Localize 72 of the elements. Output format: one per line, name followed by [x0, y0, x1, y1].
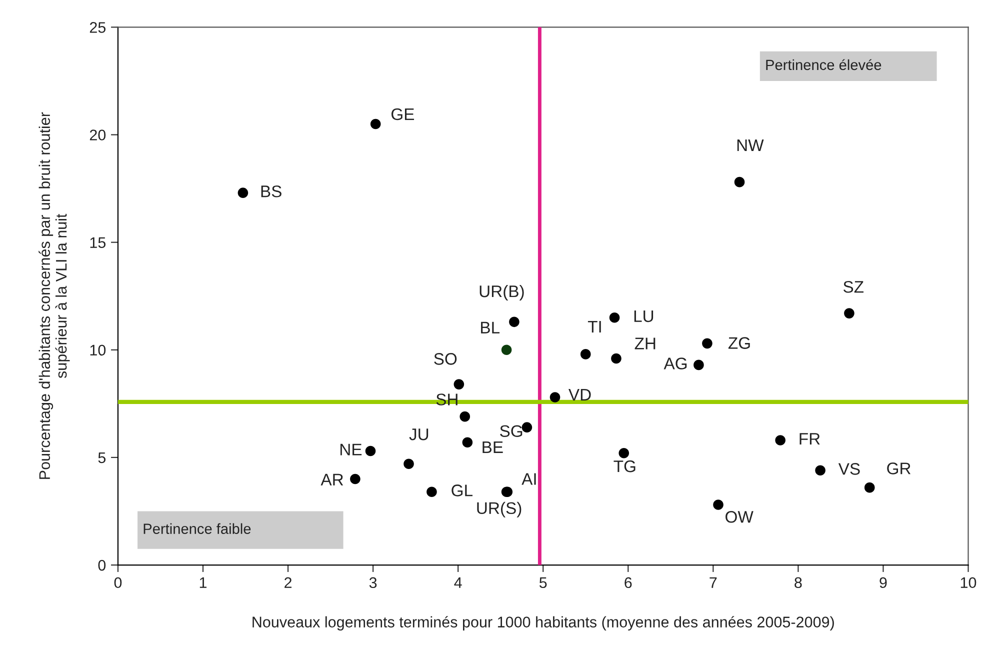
y-tick-label: 5: [98, 452, 106, 464]
point: [509, 316, 520, 328]
x-tick-label: 8: [794, 577, 802, 588]
point: [864, 482, 875, 493]
annotation: ZH: [634, 338, 656, 350]
annotation: UR(S): [477, 502, 522, 518]
point: [350, 474, 360, 484]
annotation: JU: [409, 428, 428, 440]
point: [426, 486, 437, 498]
x-tick-label: 1: [200, 577, 206, 588]
y-tick-label: 15: [90, 237, 106, 248]
point: [815, 465, 826, 476]
point: [775, 435, 786, 446]
point: [734, 176, 745, 188]
x-tick-label: 2: [284, 577, 292, 588]
y-tick-label: 10: [90, 344, 106, 356]
y-tick-label: 0: [98, 560, 106, 571]
annotation: GL: [452, 484, 472, 496]
point: [370, 118, 381, 130]
annotation: SG: [500, 425, 522, 438]
point: [522, 422, 532, 432]
annotation: BE: [482, 441, 503, 453]
annotation: NE: [340, 444, 362, 456]
point: [501, 344, 512, 356]
point: [454, 379, 464, 390]
point: [713, 500, 724, 510]
x-tick-label: 10: [960, 577, 976, 588]
annotation: VD: [568, 389, 591, 400]
annotation: SZ: [843, 280, 864, 293]
annotation: SO: [434, 353, 457, 365]
y-tick-label: 20: [90, 130, 106, 140]
x-tick-label: 6: [624, 577, 632, 588]
annotation: LU: [634, 310, 654, 322]
point: [694, 360, 704, 370]
annotation: GR: [887, 462, 910, 474]
annotation: OW: [726, 511, 754, 523]
y-tick-label: 25: [90, 22, 106, 33]
annotation: TG: [614, 460, 636, 472]
point: [580, 349, 591, 360]
point: [611, 353, 622, 364]
point: [460, 411, 470, 422]
annotation: NW: [737, 140, 764, 151]
point: [702, 338, 712, 349]
x-tick-label: 9: [880, 577, 887, 588]
annotation: BL: [481, 322, 500, 334]
point: [462, 437, 473, 448]
annotation: AI: [522, 473, 536, 485]
point: [844, 308, 854, 318]
annotation: AG: [664, 358, 687, 370]
point: [365, 446, 376, 456]
point: [404, 458, 414, 470]
annotation: TI: [588, 320, 601, 332]
annotation: FR: [800, 433, 820, 445]
x-tick-label: 4: [454, 577, 462, 588]
point: [238, 188, 248, 198]
annotation: Pertinence élevée: [766, 59, 882, 70]
x-tick-label: 7: [710, 577, 717, 588]
x-tick-label: 5: [539, 577, 547, 588]
point: [609, 312, 620, 323]
annotation: AR: [320, 474, 344, 486]
annotation: UR(B): [480, 284, 524, 301]
annotation: Pertinence faible: [144, 523, 251, 534]
annotation: ZG: [728, 337, 750, 349]
x-tick-label: 3: [369, 577, 377, 588]
annotation: GE: [391, 108, 414, 120]
point: [618, 448, 630, 458]
y-axis-title: Pourcentage d'habitants concernés par un bruit routier supérieur à la VLI la nuit: [38, 112, 70, 479]
x-axis-title: Nouveaux logements terminés pour 1000 habitants (moyenne des années 2005-2009): [252, 616, 834, 630]
x-tick-label: 0: [114, 577, 122, 588]
annotation: VS: [838, 463, 860, 475]
point: [550, 392, 560, 402]
annotation: BS: [261, 186, 282, 198]
